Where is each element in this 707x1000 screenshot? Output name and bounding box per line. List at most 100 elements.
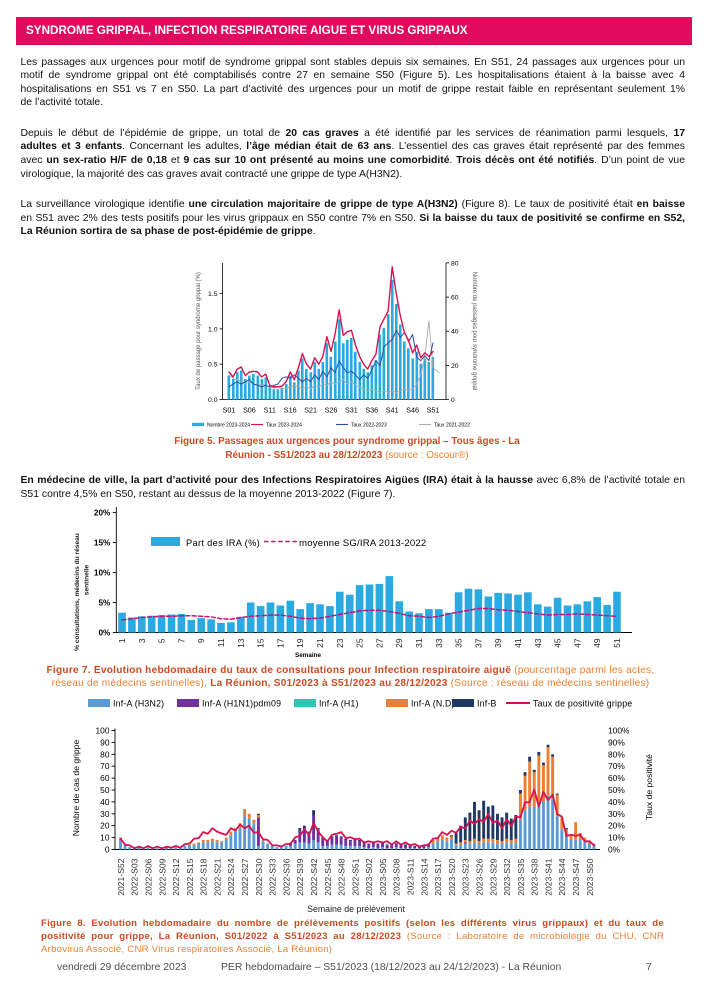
svg-text:1: 1 [117, 638, 127, 643]
svg-text:Inf-A (N.D): Inf-A (N.D) [411, 698, 455, 708]
svg-text:2022-S03: 2022-S03 [130, 858, 140, 895]
svg-text:51: 51 [612, 638, 622, 648]
svg-text:40: 40 [100, 797, 110, 807]
svg-text:Taux de positivité grippe: Taux de positivité grippe [533, 698, 632, 708]
svg-text:80%: 80% [608, 749, 625, 759]
svg-text:90: 90 [100, 737, 110, 747]
svg-text:S16: S16 [284, 406, 297, 415]
svg-text:39: 39 [493, 638, 503, 648]
svg-text:45: 45 [553, 638, 563, 648]
svg-text:90%: 90% [608, 737, 625, 747]
svg-text:35: 35 [454, 638, 464, 648]
svg-text:2022-S51: 2022-S51 [350, 858, 360, 895]
svg-text:Inf-A (H1): Inf-A (H1) [319, 698, 359, 708]
svg-text:80: 80 [451, 260, 459, 267]
svg-text:Semaine de prélèvement: Semaine de prélèvement [307, 904, 405, 914]
svg-text:7: 7 [176, 638, 186, 643]
svg-text:3: 3 [137, 638, 147, 643]
svg-text:43: 43 [533, 638, 543, 648]
svg-text:60: 60 [100, 773, 110, 783]
svg-text:50%: 50% [608, 785, 625, 795]
svg-text:9: 9 [196, 638, 206, 643]
svg-text:17: 17 [275, 638, 285, 648]
svg-text:Part des IRA (%): Part des IRA (%) [186, 538, 260, 548]
svg-text:0: 0 [105, 845, 110, 855]
svg-text:2022-S33: 2022-S33 [268, 858, 278, 895]
svg-text:23: 23 [335, 638, 345, 648]
svg-text:Taux de positivité: Taux de positivité [644, 754, 654, 820]
svg-text:31: 31 [414, 638, 424, 648]
svg-text:2023-S35: 2023-S35 [516, 858, 526, 895]
svg-text:S11: S11 [264, 406, 276, 415]
svg-text:S46: S46 [406, 406, 419, 415]
svg-text:2022-S15: 2022-S15 [185, 858, 195, 895]
svg-text:2023-S05: 2023-S05 [378, 858, 388, 895]
svg-text:2023-S44: 2023-S44 [557, 858, 567, 895]
svg-text:2022-S12: 2022-S12 [171, 858, 181, 895]
svg-text:2022-S06: 2022-S06 [144, 858, 154, 895]
svg-text:100: 100 [96, 726, 110, 736]
svg-text:2022-S18: 2022-S18 [199, 858, 209, 895]
svg-text:70: 70 [100, 761, 110, 771]
svg-text:37: 37 [473, 638, 483, 648]
svg-text:2023-S14: 2023-S14 [419, 858, 429, 895]
svg-text:30: 30 [100, 809, 110, 819]
svg-text:2023-S17: 2023-S17 [433, 858, 443, 895]
svg-text:5: 5 [157, 638, 167, 643]
svg-text:sentinelle: sentinelle [84, 564, 91, 595]
svg-text:2023-S32: 2023-S32 [502, 858, 512, 895]
svg-text:Taux de passage pour syndrome: Taux de passage pour syndrome grippal (%… [196, 272, 202, 390]
svg-text:2023-S11: 2023-S11 [406, 858, 416, 895]
svg-text:50: 50 [100, 785, 110, 795]
svg-text:2023-S20: 2023-S20 [447, 858, 457, 895]
svg-text:100%: 100% [608, 726, 630, 736]
svg-text:1.0: 1.0 [208, 326, 218, 333]
svg-text:10%: 10% [94, 569, 111, 578]
svg-text:Nombre de passages pour syndro: Nombre de passages pour syndrome grippal [471, 272, 477, 390]
svg-text:2022-S48: 2022-S48 [337, 858, 347, 895]
svg-text:40%: 40% [608, 797, 625, 807]
svg-text:20: 20 [451, 363, 459, 370]
svg-text:33: 33 [434, 638, 444, 648]
svg-text:2022-S45: 2022-S45 [323, 858, 333, 895]
svg-text:2023-S29: 2023-S29 [488, 858, 498, 895]
svg-text:1.5: 1.5 [208, 291, 218, 298]
svg-text:2023-S02: 2023-S02 [364, 858, 374, 895]
svg-text:0.5: 0.5 [208, 362, 218, 369]
svg-text:2023-S08: 2023-S08 [392, 858, 402, 895]
svg-text:Semaine: Semaine [295, 652, 321, 659]
svg-text:80: 80 [100, 749, 110, 759]
svg-text:Taux 2022-2023: Taux 2022-2023 [351, 423, 387, 429]
svg-text:19: 19 [295, 638, 305, 648]
svg-text:Inf-A (H1N1)pdm09: Inf-A (H1N1)pdm09 [202, 698, 281, 708]
svg-text:2022-S21: 2022-S21 [212, 858, 222, 895]
svg-text:S26: S26 [325, 406, 338, 415]
svg-text:2023-S50: 2023-S50 [585, 858, 595, 895]
svg-text:21: 21 [315, 638, 325, 648]
svg-text:% consultations, médecins du r: % consultations, médecins du réseau [74, 533, 81, 651]
svg-text:20%: 20% [608, 821, 625, 831]
svg-text:S41: S41 [386, 406, 399, 415]
svg-text:11: 11 [216, 638, 226, 647]
svg-text:2021-S52: 2021-S52 [116, 858, 126, 895]
svg-text:2023-S38: 2023-S38 [530, 858, 540, 895]
svg-text:0.0: 0.0 [208, 397, 218, 404]
svg-text:60%: 60% [608, 773, 625, 783]
svg-text:20%: 20% [94, 509, 111, 518]
svg-text:0%: 0% [608, 845, 621, 855]
svg-text:2022-S27: 2022-S27 [240, 858, 250, 895]
svg-text:2022-S24: 2022-S24 [226, 858, 236, 895]
svg-text:2023-S23: 2023-S23 [461, 858, 471, 895]
svg-text:Inf-B: Inf-B [477, 698, 497, 708]
svg-text:25: 25 [355, 638, 365, 648]
svg-text:40: 40 [451, 329, 459, 336]
svg-text:0%: 0% [98, 629, 111, 638]
svg-text:Nombre de cas de grippe: Nombre de cas de grippe [71, 740, 81, 837]
svg-text:0: 0 [451, 397, 455, 404]
svg-text:S21: S21 [304, 406, 317, 415]
svg-text:41: 41 [513, 638, 523, 648]
svg-text:S31: S31 [345, 406, 358, 415]
svg-text:2022-S36: 2022-S36 [281, 858, 291, 895]
svg-text:20: 20 [100, 821, 110, 831]
svg-text:2023-S47: 2023-S47 [571, 858, 581, 895]
